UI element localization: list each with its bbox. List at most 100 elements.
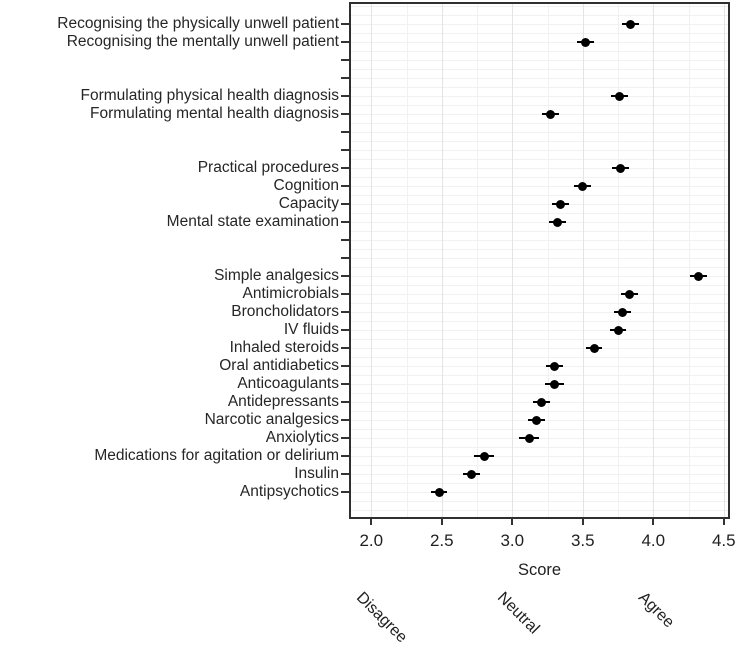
secondary-axis-label-agree: Agree	[635, 589, 678, 632]
y-axis-label: Simple analgesics	[214, 267, 339, 284]
grid-line-h	[351, 249, 728, 250]
y-tick	[341, 59, 349, 61]
y-tick	[341, 257, 349, 259]
y-tick	[341, 473, 349, 475]
grid-line-v	[406, 4, 408, 517]
grid-line-h	[351, 474, 728, 475]
grid-line-h	[351, 78, 728, 79]
point	[531, 415, 541, 425]
x-tick-label: 4.0	[641, 531, 666, 550]
y-tick	[341, 41, 349, 43]
grid-line-h	[351, 510, 728, 511]
point	[589, 343, 599, 353]
grid-line-h	[351, 42, 728, 43]
y-axis-label: IV fluids	[283, 321, 339, 338]
grid-line-h	[351, 501, 728, 502]
grid-line-h	[351, 483, 728, 484]
y-tick	[341, 455, 349, 457]
y-tick	[341, 347, 349, 349]
y-axis-label: Insulin	[294, 465, 339, 482]
x-tick	[511, 518, 514, 525]
grid-line-h	[351, 357, 728, 358]
x-tick	[370, 518, 373, 525]
point	[555, 199, 565, 209]
y-axis-label: Antidepressants	[227, 393, 339, 410]
point	[466, 469, 476, 479]
y-axis-label: Medications for agitation or delirium	[94, 447, 339, 464]
grid-line-h	[351, 339, 728, 340]
point	[545, 109, 555, 119]
x-tick	[722, 518, 725, 525]
grid-line-h	[351, 150, 728, 151]
grid-line-h	[351, 465, 728, 466]
grid-line-h	[351, 330, 728, 331]
grid-line-h	[351, 375, 728, 376]
y-tick	[341, 419, 349, 421]
secondary-axis-label-disagree: Disagree	[353, 589, 411, 647]
grid-line-v	[653, 4, 655, 517]
grid-line-v	[512, 4, 514, 517]
grid-line-h	[351, 213, 728, 214]
grid-line-h	[351, 258, 728, 259]
grid-line-v	[547, 4, 549, 517]
grid-line-h	[351, 87, 728, 88]
y-axis-label: Recognising the mentally unwell patient	[66, 33, 339, 50]
x-axis-title: Score	[517, 561, 562, 579]
grid-line-h	[351, 33, 728, 34]
x-tick-label: 3.5	[570, 531, 595, 550]
grid-line-h	[351, 141, 728, 142]
y-tick	[341, 221, 349, 223]
x-tick-label: 3.0	[500, 531, 525, 550]
grid-line-h	[351, 240, 728, 241]
y-axis-label: Narcotic analgesics	[204, 411, 339, 428]
grid-line-h	[351, 60, 728, 61]
grid-line-v	[582, 4, 584, 517]
grid-line-h	[351, 186, 728, 187]
grid-line-h	[351, 456, 728, 457]
grid-line-h	[351, 348, 728, 349]
grid-line-h	[351, 123, 728, 124]
point	[550, 361, 560, 371]
y-tick	[341, 239, 349, 241]
y-tick	[341, 113, 349, 115]
grid-line-h	[351, 24, 728, 25]
point	[616, 163, 626, 173]
point	[624, 289, 634, 299]
grid-line-h	[351, 411, 728, 412]
grid-line-v	[618, 4, 619, 517]
y-axis-label: Formulating physical health diagnosis	[80, 87, 339, 104]
grid-line-h	[351, 294, 728, 295]
point	[613, 325, 623, 335]
grid-line-h	[351, 132, 728, 133]
grid-line-h	[351, 393, 728, 394]
point	[617, 307, 627, 317]
y-axis-label: Mental state examination	[166, 213, 339, 230]
grid-line-h	[351, 222, 728, 223]
grid-line-h	[351, 447, 728, 448]
grid-line-h	[351, 15, 728, 16]
y-tick	[341, 23, 349, 25]
y-axis-label: Broncholidators	[231, 303, 339, 320]
grid-line-v	[688, 4, 690, 517]
grid-line-h	[351, 303, 728, 304]
point	[524, 433, 534, 443]
point	[581, 37, 591, 47]
y-tick	[341, 437, 349, 439]
grid-line-h	[351, 51, 728, 52]
x-tick-label: 2.0	[359, 531, 384, 550]
x-tick	[652, 518, 655, 525]
grid-line-h	[351, 105, 728, 106]
y-axis-label: Anticoagulants	[237, 375, 339, 392]
secondary-axis-label-neutral: Neutral	[494, 589, 543, 638]
y-axis-label: Oral antidiabetics	[219, 357, 339, 374]
y-axis-label: Recognising the physically unwell patien…	[57, 15, 339, 32]
point	[550, 379, 560, 389]
grid-line-h	[351, 69, 728, 70]
point	[552, 217, 562, 227]
x-tick-label: 2.5	[429, 531, 454, 550]
y-tick	[341, 131, 349, 133]
y-tick	[341, 275, 349, 277]
grid-line-h	[351, 168, 728, 169]
y-tick	[341, 383, 349, 385]
y-tick	[341, 149, 349, 151]
